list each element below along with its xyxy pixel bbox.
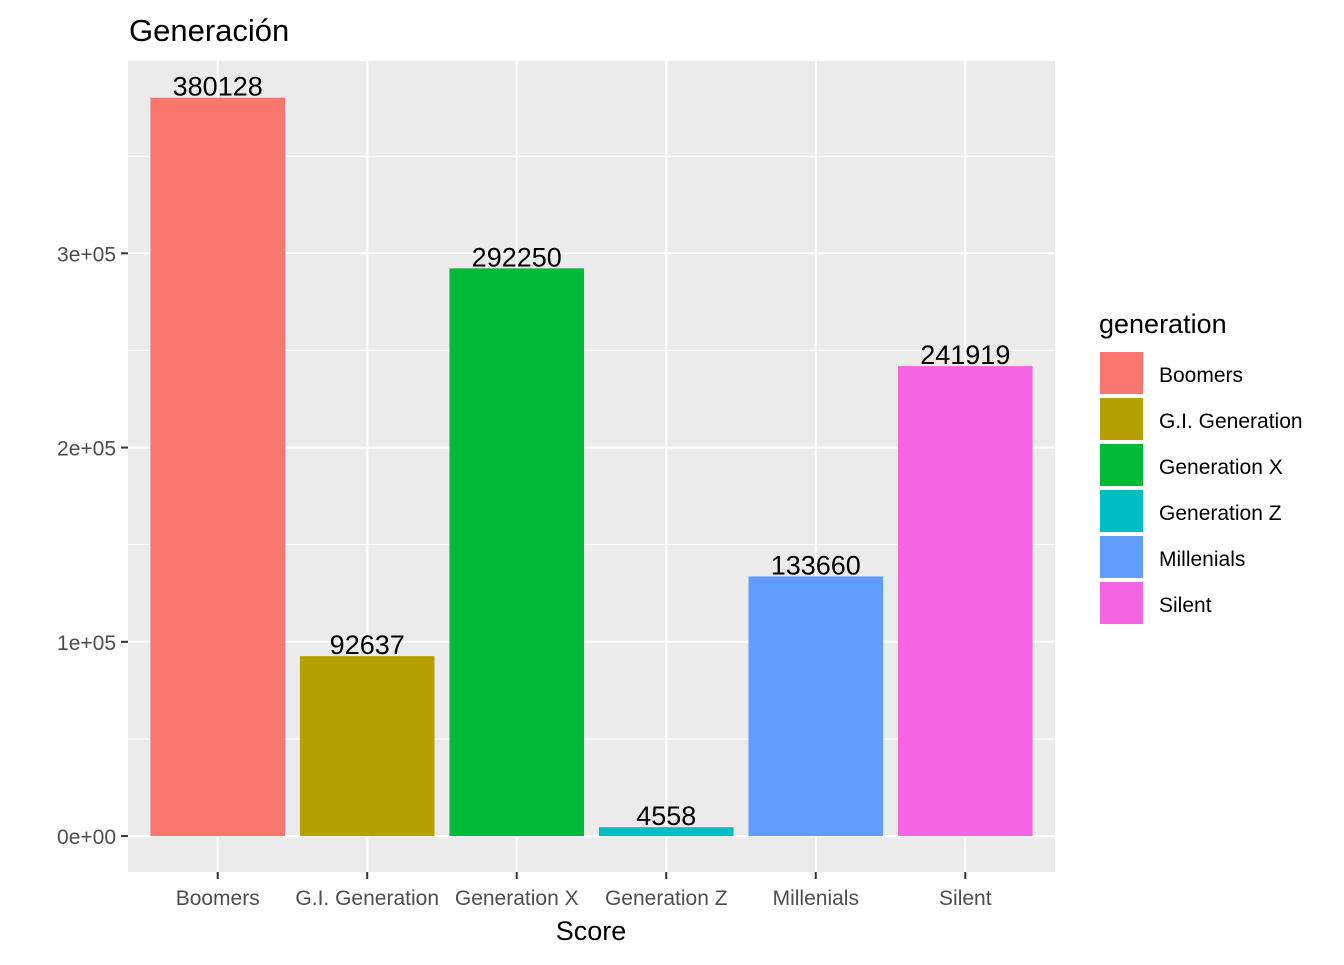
x-tick-label: Boomers: [176, 887, 260, 910]
legend-title: generation: [1099, 309, 1227, 339]
legend-label: Generation X: [1159, 456, 1283, 479]
data-label: 4558: [636, 801, 696, 831]
bar-millenials: [748, 576, 884, 837]
data-label: 133660: [771, 550, 861, 580]
legend-label: Silent: [1159, 594, 1212, 617]
x-axis-title: Score: [556, 916, 627, 946]
data-label: 380128: [173, 72, 263, 102]
y-axis: 0e+00 1e+05 2e+05 3e+05: [57, 243, 128, 849]
x-tick-label: Generation Z: [605, 887, 728, 910]
x-tick-label: G.I. Generation: [295, 887, 439, 910]
bar-g-i-generation: [299, 656, 435, 837]
bars: [150, 97, 1033, 837]
y-tick-label: 1e+05: [57, 632, 116, 655]
legend-key: [1100, 536, 1143, 578]
y-tick-label: 2e+05: [57, 438, 116, 461]
y-tick-label: 3e+05: [57, 243, 116, 266]
legend: generation Boomers G.I. Generation Generat…: [1099, 309, 1303, 624]
x-tick-label: Generation X: [455, 887, 579, 910]
chart-title: Generación: [129, 13, 289, 48]
legend-key: [1100, 398, 1143, 440]
legend-label: Millenials: [1159, 548, 1245, 571]
legend-label: G.I. Generation: [1159, 410, 1303, 433]
x-tick-label: Silent: [939, 887, 992, 910]
legend-label: Generation Z: [1159, 502, 1282, 525]
legend-key: [1100, 582, 1143, 624]
data-label: 292250: [472, 242, 562, 272]
legend-key: [1100, 490, 1143, 532]
x-axis: Boomers G.I. Generation Generation X Genera…: [176, 872, 992, 910]
data-labels: 380128 92637 292250 4558 133660 241919: [173, 72, 1011, 832]
legend-label: Boomers: [1159, 364, 1243, 387]
data-label: 92637: [330, 630, 405, 660]
legend-key: [1100, 352, 1143, 394]
data-label: 241919: [920, 340, 1010, 370]
x-tick-label: Millenials: [773, 887, 859, 910]
legend-key: [1100, 444, 1143, 486]
bar-generation-z: [598, 827, 734, 837]
bar-boomers: [150, 97, 285, 837]
y-tick-label: 0e+00: [57, 826, 116, 849]
bar-generation-x: [449, 268, 585, 837]
bar-silent: [898, 366, 1033, 837]
